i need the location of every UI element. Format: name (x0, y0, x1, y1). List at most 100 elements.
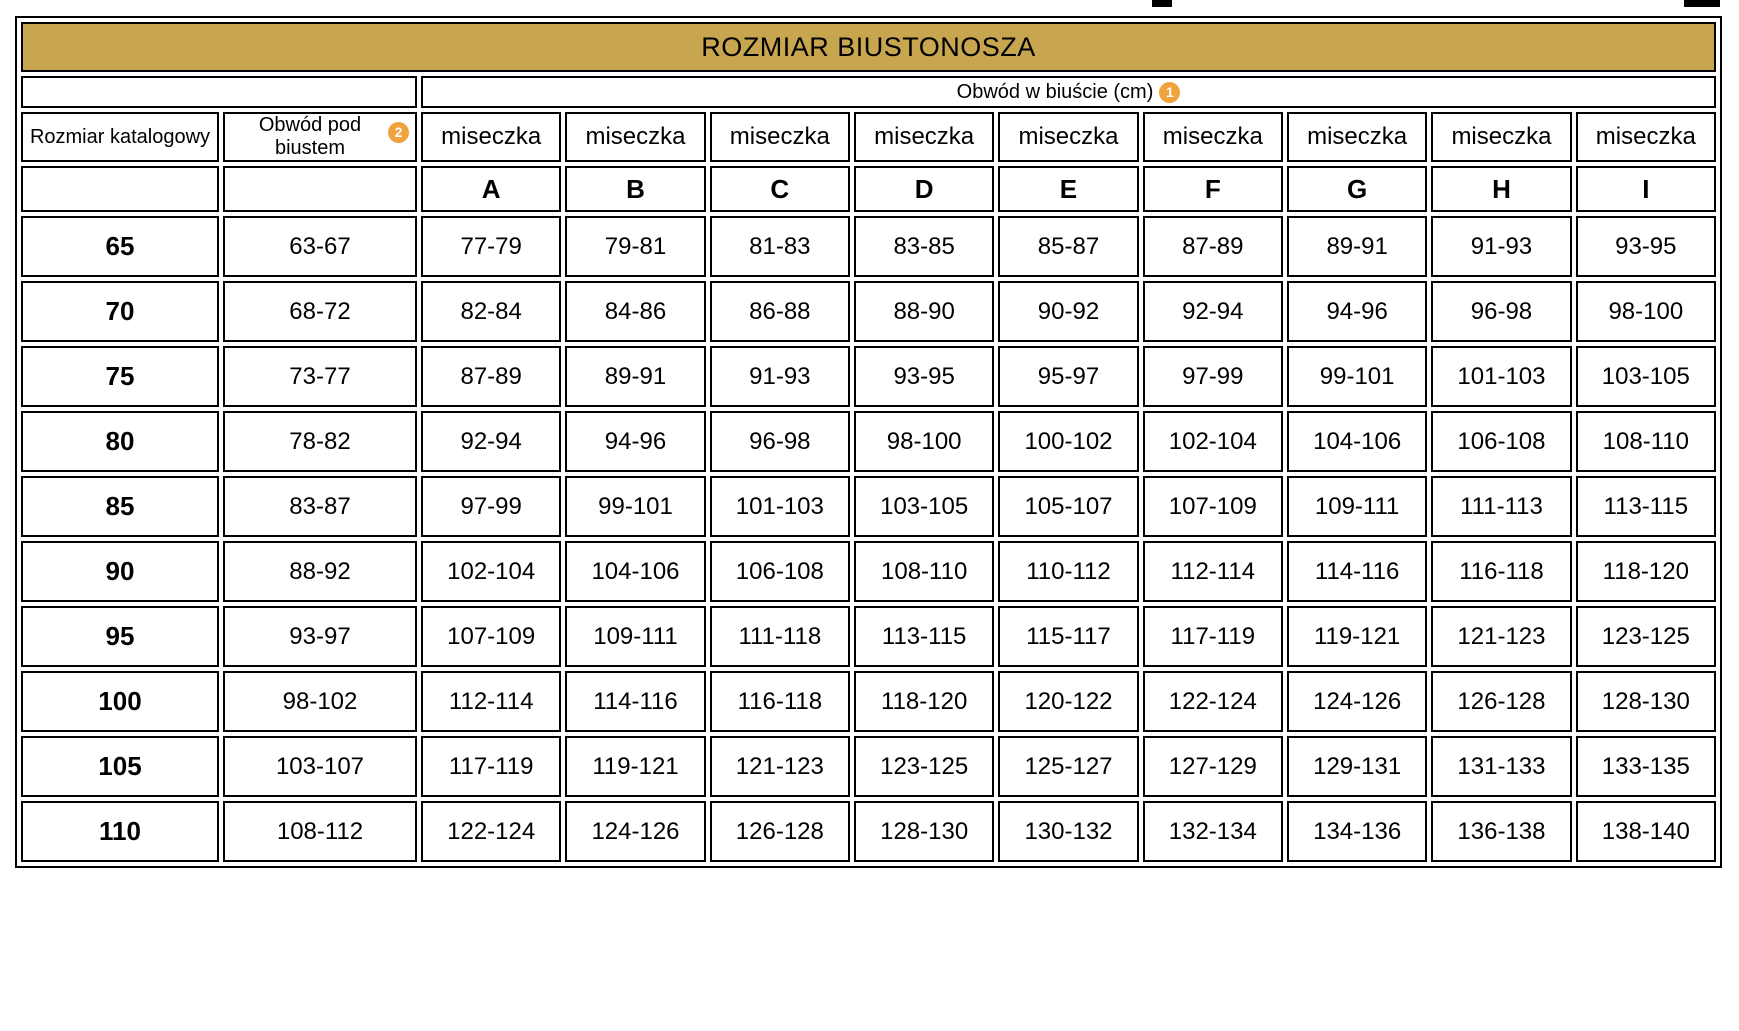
cup-range-cell: 93-95 (1575, 216, 1716, 277)
table-row: 110 108-112 122-124 124-126 126-128 128-130 13… (21, 801, 1716, 862)
catalog-size-cell: 90 (21, 541, 219, 602)
cup-range-cell: 111-113 (1431, 476, 1572, 537)
scan-artifact (1684, 0, 1720, 7)
cup-range-cell: 92-94 (421, 411, 562, 472)
cup-letter-cell: H (1431, 166, 1572, 212)
cup-range-cell: 104-106 (565, 541, 706, 602)
cup-range-cell: 96-98 (709, 411, 850, 472)
cup-range-cell: 79-81 (565, 216, 706, 277)
cup-header-cell: miseczka (1286, 112, 1428, 162)
table-row: 95 93-97 107-109 109-111 111-118 113-115 115-1… (21, 606, 1716, 667)
cup-range-cell: 94-96 (565, 411, 706, 472)
underbust-range-cell: 63-67 (223, 216, 417, 277)
cup-range-cell: 86-88 (709, 281, 850, 342)
cup-range-cell: 115-117 (998, 606, 1139, 667)
cup-range-cell: 102-104 (1142, 411, 1283, 472)
cup-range-cell: 124-126 (1286, 671, 1428, 732)
cup-range-cell: 94-96 (1286, 281, 1428, 342)
underbust-header: Obwód pod biustem 2 (223, 112, 417, 162)
cup-range-cell: 125-127 (998, 736, 1139, 797)
underbust-range-cell: 73-77 (223, 346, 417, 407)
bust-circumference-label: Obwód w biuście (cm) (956, 80, 1154, 103)
cup-range-cell: 138-140 (1575, 801, 1716, 862)
cup-header-cell: miseczka (709, 112, 850, 162)
cup-range-cell: 117-119 (1142, 606, 1283, 667)
catalog-size-cell: 75 (21, 346, 219, 407)
cup-range-cell: 99-101 (1286, 346, 1428, 407)
column-header-row: Rozmiar katalogowy Obwód pod biustem 2 mi… (21, 112, 1716, 162)
cup-header-cell: miseczka (1142, 112, 1283, 162)
cup-range-cell: 118-120 (1575, 541, 1716, 602)
underbust-range-cell: 93-97 (223, 606, 417, 667)
cup-header-cell: miseczka (565, 112, 706, 162)
cup-range-cell: 112-114 (421, 671, 562, 732)
underbust-range-cell: 108-112 (223, 801, 417, 862)
cup-range-cell: 112-114 (1142, 541, 1283, 602)
cup-range-cell: 89-91 (1286, 216, 1428, 277)
cup-range-cell: 103-105 (1575, 346, 1716, 407)
cup-range-cell: 119-121 (565, 736, 706, 797)
cup-range-cell: 109-111 (565, 606, 706, 667)
empty-cell (21, 166, 219, 212)
cup-range-cell: 98-100 (853, 411, 995, 472)
cup-range-cell: 88-90 (853, 281, 995, 342)
cup-range-cell: 122-124 (421, 801, 562, 862)
cup-range-cell: 103-105 (853, 476, 995, 537)
cup-range-cell: 102-104 (421, 541, 562, 602)
table-row: 105 103-107 117-119 119-121 121-123 123-125 12… (21, 736, 1716, 797)
table-row: 75 73-77 87-89 89-91 91-93 93-95 95-97 97-99 99-… (21, 346, 1716, 407)
cup-range-cell: 95-97 (998, 346, 1139, 407)
cup-range-cell: 108-110 (853, 541, 995, 602)
cup-range-cell: 121-123 (1431, 606, 1572, 667)
cup-range-cell: 106-108 (709, 541, 850, 602)
cup-letter-cell: F (1142, 166, 1283, 212)
cup-range-cell: 114-116 (1286, 541, 1428, 602)
cup-range-cell: 134-136 (1286, 801, 1428, 862)
cup-range-cell: 110-112 (998, 541, 1139, 602)
cup-range-cell: 96-98 (1431, 281, 1572, 342)
cup-header-cell: miseczka (998, 112, 1139, 162)
table-row: 90 88-92 102-104 104-106 106-108 108-110 110-1… (21, 541, 1716, 602)
group-header-row: Obwód w biuście (cm) 1 (21, 76, 1716, 108)
cup-letter-cell: A (421, 166, 562, 212)
cup-range-cell: 93-95 (853, 346, 995, 407)
cup-range-cell: 98-100 (1575, 281, 1716, 342)
cup-range-cell: 106-108 (1431, 411, 1572, 472)
cup-range-cell: 89-91 (565, 346, 706, 407)
table-row: 65 63-67 77-79 79-81 81-83 83-85 85-87 87-89 89-… (21, 216, 1716, 277)
note-1-badge: 1 (1159, 81, 1181, 103)
cup-range-cell: 133-135 (1575, 736, 1716, 797)
cup-range-cell: 101-103 (1431, 346, 1572, 407)
cup-range-cell: 82-84 (421, 281, 562, 342)
underbust-range-cell: 68-72 (223, 281, 417, 342)
cup-range-cell: 97-99 (421, 476, 562, 537)
cup-range-cell: 120-122 (998, 671, 1139, 732)
table-row: 85 83-87 97-99 99-101 101-103 103-105 105-107 1… (21, 476, 1716, 537)
cup-range-cell: 91-93 (709, 346, 850, 407)
cup-range-cell: 132-134 (1142, 801, 1283, 862)
cup-range-cell: 77-79 (421, 216, 562, 277)
cup-range-cell: 123-125 (853, 736, 995, 797)
cup-letter-cell: G (1286, 166, 1428, 212)
bust-circumference-header: Obwód w biuście (cm) 1 (421, 76, 1716, 108)
cup-range-cell: 113-115 (853, 606, 995, 667)
cup-range-cell: 108-110 (1575, 411, 1716, 472)
cup-range-cell: 128-130 (853, 801, 995, 862)
cup-range-cell: 104-106 (1286, 411, 1428, 472)
cup-header-cell: miseczka (1431, 112, 1572, 162)
size-chart: ROZMIAR BIUSTONOSZA Obwód w biuście (cm)… (15, 16, 1722, 868)
cup-range-cell: 81-83 (709, 216, 850, 277)
cup-range-cell: 129-131 (1286, 736, 1428, 797)
cup-letter-cell: I (1575, 166, 1716, 212)
cup-range-cell: 116-118 (1431, 541, 1572, 602)
cup-range-cell: 105-107 (998, 476, 1139, 537)
table-row: 70 68-72 82-84 84-86 86-88 88-90 90-92 92-94 94-… (21, 281, 1716, 342)
cup-range-cell: 87-89 (421, 346, 562, 407)
cup-range-cell: 91-93 (1431, 216, 1572, 277)
size-chart-table: ROZMIAR BIUSTONOSZA Obwód w biuście (cm)… (17, 18, 1720, 866)
cup-range-cell: 127-129 (1142, 736, 1283, 797)
cup-range-cell: 99-101 (565, 476, 706, 537)
cup-letter-cell: C (709, 166, 850, 212)
cup-range-cell: 118-120 (853, 671, 995, 732)
